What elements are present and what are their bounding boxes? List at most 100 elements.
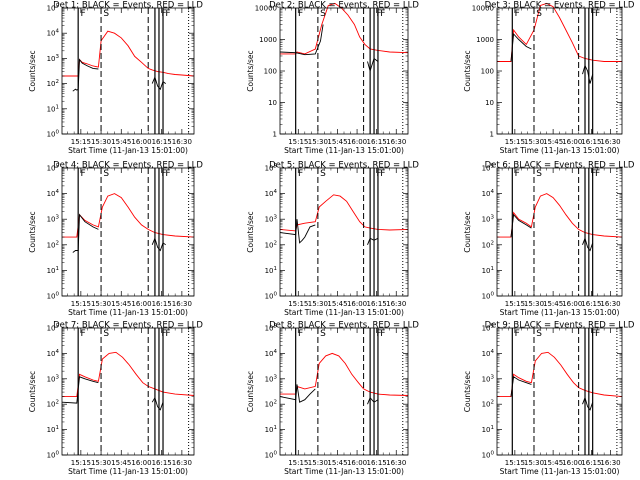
x-axis-label: Start Time (11-Jan-13 15:01:00): [284, 308, 404, 317]
x-tick-label: 16:00: [131, 138, 151, 146]
x-tick-label: 15:45: [543, 138, 563, 146]
y-tick-label: 100: [265, 292, 278, 301]
panel-title: Det 5: BLACK = Events, RED = LLD: [269, 161, 419, 171]
x-tick-label: 16:00: [131, 300, 151, 308]
series-lld-line: [497, 351, 623, 398]
y-tick-label: 105: [47, 4, 60, 13]
y-tick-label: 103: [265, 215, 278, 224]
x-tick-label: 16:00: [562, 459, 582, 467]
x-tick-label: 15:30: [308, 138, 328, 146]
region-label: F: [161, 169, 166, 179]
y-tick-label: 102: [47, 240, 59, 249]
x-tick-label: 16:15: [581, 459, 601, 467]
y-axis-label: Counts/sec: [28, 50, 37, 91]
y-tick-label: 102: [265, 240, 277, 249]
x-tick-label: 15:15: [505, 138, 525, 146]
y-tick-label: 105: [47, 164, 60, 173]
y-tick-label: 101: [47, 266, 59, 275]
panel-title: Det 1: BLACK = Events, RED = LLD: [53, 1, 203, 11]
x-tick-label: 16:15: [581, 138, 601, 146]
y-tick-label: 101: [47, 104, 59, 113]
x-axis-label: Start Time (11-Jan-13 15:01:00): [68, 146, 188, 155]
x-tick-label: 16:00: [347, 300, 367, 308]
x-axis-label: Start Time (11-Jan-13 15:01:00): [500, 467, 620, 476]
y-tick-label: 103: [47, 215, 60, 224]
x-tick-label: 16:15: [152, 300, 172, 308]
panel-title: Det 3: BLACK = Events, RED = LLD: [485, 1, 635, 11]
y-tick-label: 101: [265, 266, 277, 275]
x-tick-label: 16:00: [347, 459, 367, 467]
x-axis-label: Start Time (11-Jan-13 15:01:00): [68, 467, 188, 476]
series-lld-line: [62, 193, 195, 238]
y-axis-label: Counts/sec: [246, 371, 255, 412]
x-tick-label: 16:30: [172, 138, 192, 146]
y-tick-label: 102: [47, 400, 59, 409]
x-tick-label: 15:30: [91, 459, 111, 467]
panel-det-3: F S FF11010010001000015:1515:3015:4516:001…: [463, 1, 635, 156]
y-tick-label: 100: [481, 68, 494, 76]
y-tick-label: 105: [47, 324, 60, 333]
y-tick-label: 100: [482, 292, 495, 301]
y-tick-label: 105: [482, 164, 495, 173]
x-tick-label: 16:30: [172, 300, 192, 308]
x-tick-label: 15:30: [524, 138, 544, 146]
y-tick-label: 10: [485, 99, 494, 107]
x-tick-label: 16:00: [347, 138, 367, 146]
y-axis-label: Counts/sec: [463, 211, 472, 252]
x-axis-label: Start Time (11-Jan-13 15:01:00): [500, 146, 620, 155]
y-tick-label: 101: [482, 266, 494, 275]
x-tick-label: 16:00: [562, 138, 582, 146]
y-axis-label: Counts/sec: [28, 371, 37, 412]
x-tick-label: 16:15: [367, 459, 387, 467]
region-label: F: [515, 169, 520, 179]
y-tick-label: 100: [482, 451, 495, 460]
region-label: F: [161, 329, 166, 339]
x-axis-label: Start Time (11-Jan-13 15:01:00): [500, 308, 620, 317]
x-tick-label: 16:30: [386, 459, 406, 467]
y-tick-label: 100: [47, 130, 60, 139]
y-tick-label: 105: [265, 164, 278, 173]
y-axis-label: Counts/sec: [28, 211, 37, 252]
x-tick-label: 15:30: [91, 300, 111, 308]
series-lld-line: [62, 351, 195, 398]
x-tick-label: 15:15: [71, 300, 91, 308]
region-label: F: [298, 9, 303, 19]
y-tick-label: 1000: [259, 36, 277, 44]
region-label: F: [298, 329, 303, 339]
x-tick-label: 15:45: [111, 300, 131, 308]
x-tick-label: 15:45: [543, 300, 563, 308]
region-label: F: [595, 329, 600, 339]
x-tick-label: 15:15: [505, 459, 525, 467]
y-tick-label: 100: [264, 68, 277, 76]
region-label: F: [595, 169, 600, 179]
x-tick-label: 15:15: [288, 459, 308, 467]
y-tick-label: 1000: [476, 36, 494, 44]
y-tick-label: 105: [265, 324, 278, 333]
region-label: S: [320, 169, 326, 179]
region-label: F: [380, 169, 385, 179]
panel-title: Det 8: BLACK = Events, RED = LLD: [269, 321, 419, 331]
region-label: F: [165, 169, 170, 179]
y-tick-label: 104: [47, 189, 60, 198]
y-tick-label: 104: [47, 349, 60, 358]
y-tick-label: 101: [482, 425, 494, 434]
region-label: F: [380, 329, 385, 339]
x-tick-label: 15:45: [327, 138, 347, 146]
region-label: F: [376, 169, 381, 179]
x-axis-label: Start Time (11-Jan-13 15:01:00): [284, 467, 404, 476]
y-tick-label: 103: [47, 54, 60, 63]
panel-title: Det 4: BLACK = Events, RED = LLD: [53, 161, 203, 171]
region-label: F: [161, 9, 166, 19]
region-label: S: [536, 9, 542, 19]
region-label: F: [81, 169, 86, 179]
y-tick-label: 103: [482, 374, 495, 383]
region-label: F: [165, 329, 170, 339]
y-tick-label: 104: [265, 189, 278, 198]
y-tick-label: 104: [482, 189, 495, 198]
series-lld-line: [280, 352, 409, 396]
x-tick-label: 16:00: [131, 459, 151, 467]
x-tick-label: 16:30: [172, 459, 192, 467]
